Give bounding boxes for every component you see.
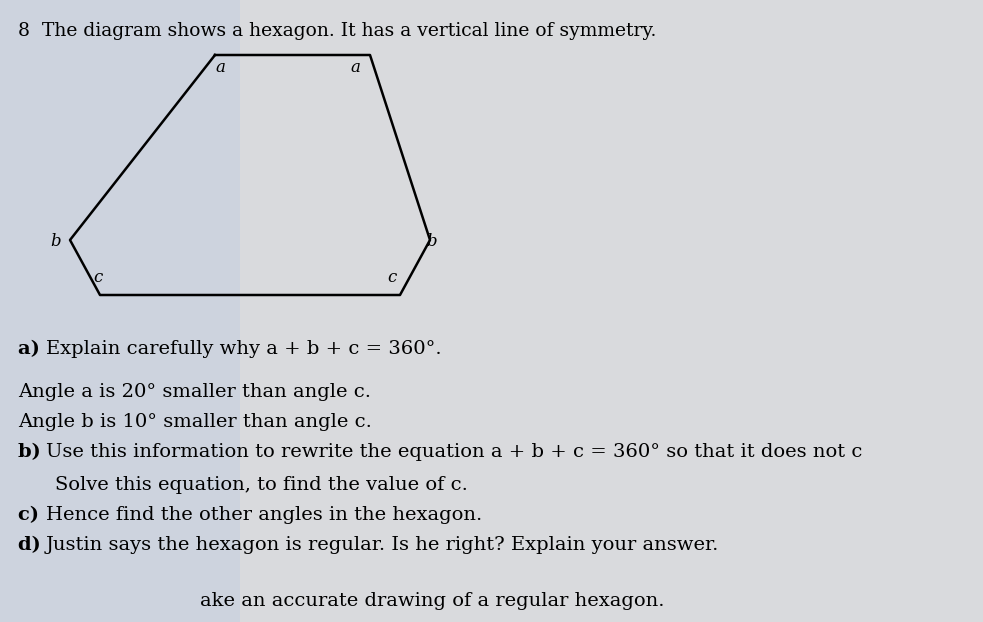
Text: b): b) [18, 443, 54, 461]
Text: Explain carefully why a + b + c = 360°.: Explain carefully why a + b + c = 360°. [46, 340, 441, 358]
Text: a): a) [18, 340, 53, 358]
Text: c): c) [18, 506, 52, 524]
Text: Justin says the hexagon is regular. Is he right? Explain your answer.: Justin says the hexagon is regular. Is h… [46, 536, 720, 554]
Text: Angle b is 10° smaller than angle c.: Angle b is 10° smaller than angle c. [18, 413, 372, 431]
Text: a: a [215, 60, 225, 77]
Text: c: c [93, 269, 102, 287]
Text: Use this information to rewrite the equation a + b + c = 360° so that it does no: Use this information to rewrite the equa… [46, 443, 862, 461]
Text: Hence find the other angles in the hexagon.: Hence find the other angles in the hexag… [46, 506, 482, 524]
Text: a: a [350, 60, 360, 77]
Text: 8  The diagram shows a hexagon. It has a vertical line of symmetry.: 8 The diagram shows a hexagon. It has a … [18, 22, 657, 40]
FancyBboxPatch shape [240, 0, 983, 622]
Text: Solve this equation, to find the value of c.: Solve this equation, to find the value o… [55, 476, 468, 494]
Text: Angle a is 20° smaller than angle c.: Angle a is 20° smaller than angle c. [18, 383, 371, 401]
Text: d): d) [18, 536, 54, 554]
Text: b: b [427, 233, 437, 251]
Text: b: b [51, 233, 61, 251]
Text: c: c [387, 269, 396, 287]
Text: ake an accurate drawing of a regular hexagon.: ake an accurate drawing of a regular hex… [200, 592, 665, 610]
